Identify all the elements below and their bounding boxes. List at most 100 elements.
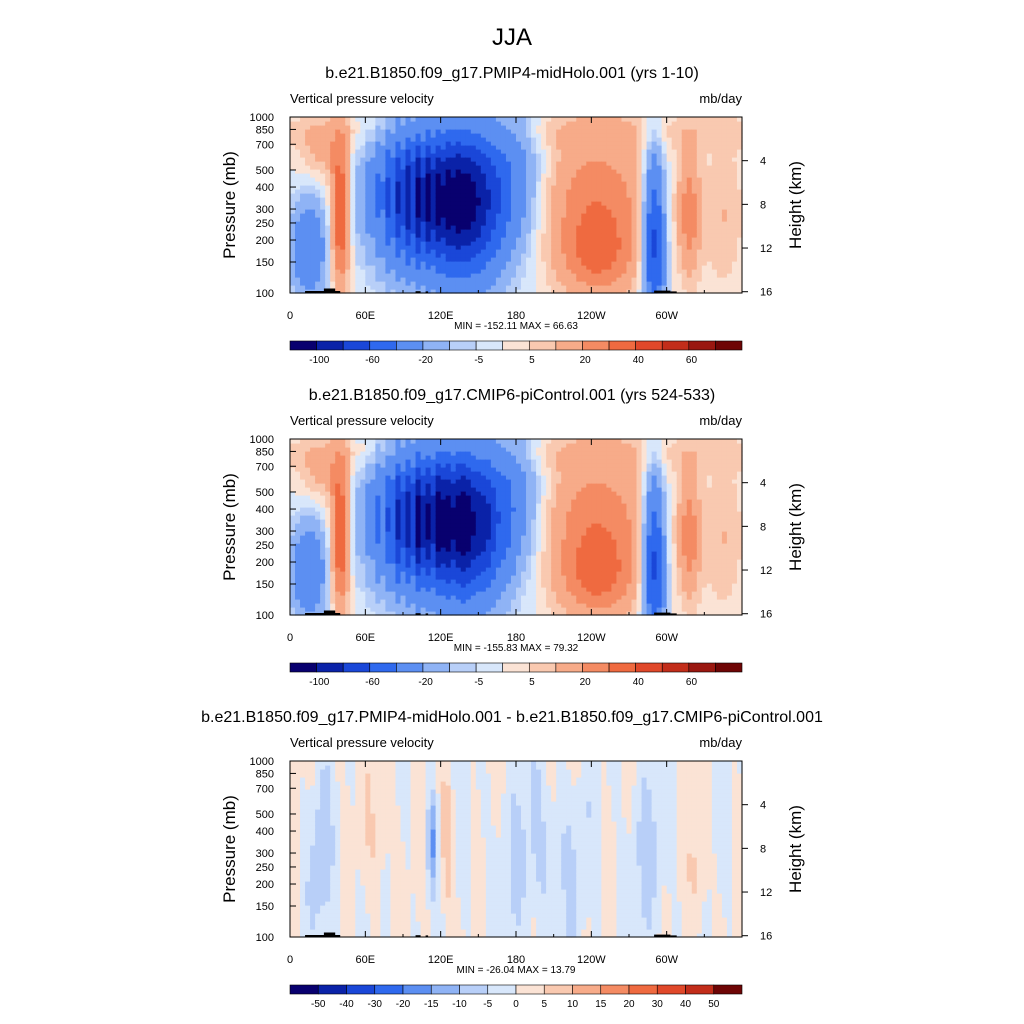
heatmap-cell (320, 467, 326, 472)
heatmap-cell (651, 217, 658, 222)
heatmap-cell (696, 213, 703, 218)
heatmap-cell (325, 285, 331, 290)
heatmap-cell (541, 273, 547, 278)
heatmap-cell (561, 269, 567, 274)
heatmap-cell (295, 479, 301, 484)
heatmap-cell (365, 495, 371, 500)
heatmap-cell (526, 281, 532, 286)
heatmap-cell (345, 245, 351, 250)
heatmap-cell (731, 197, 738, 202)
heatmap-cell (475, 137, 482, 142)
heatmap-cell (305, 229, 311, 234)
heatmap-cell (646, 173, 653, 178)
heatmap-cell (490, 277, 497, 282)
heatmap-cell (576, 273, 582, 278)
heatmap-cell (305, 523, 311, 528)
heatmap-cell (631, 185, 638, 190)
heatmap-cell (325, 463, 331, 468)
heatmap-cell (335, 599, 341, 604)
heatmap-cell (335, 451, 341, 456)
heatmap-cell (445, 121, 452, 126)
heatmap-cell (581, 241, 587, 246)
heatmap-cell (365, 575, 371, 580)
heatmap-cell (621, 153, 628, 158)
heatmap-cell (591, 181, 597, 186)
heatmap-cell (320, 539, 326, 544)
heatmap-cell (701, 213, 708, 218)
heatmap-cell (611, 241, 618, 246)
heatmap-cell (385, 543, 392, 548)
heatmap-cell (561, 157, 567, 162)
heatmap-cell (641, 125, 648, 130)
heatmap-cell (711, 237, 718, 242)
heatmap-cell (445, 249, 452, 254)
heatmap-cell (365, 161, 371, 166)
heatmap-cell (445, 125, 452, 130)
heatmap-cell (295, 551, 301, 556)
heatmap-cell (360, 547, 366, 552)
heatmap-cell (400, 241, 407, 246)
heatmap-cell (430, 265, 437, 270)
heatmap-cell (516, 197, 522, 202)
heatmap-cell (531, 161, 537, 166)
heatmap-cell (490, 225, 497, 230)
heatmap-cell (711, 165, 718, 170)
heatmap-cell (516, 213, 522, 218)
heatmap-cell (365, 559, 371, 564)
heatmap-cell (521, 129, 527, 134)
heatmap-cell (686, 245, 693, 250)
heatmap-cell (385, 173, 392, 178)
heatmap-cell (405, 221, 412, 226)
heatmap-cell (721, 237, 728, 242)
heatmap-cell (445, 133, 452, 138)
heatmap-cell (375, 567, 381, 572)
heatmap-cell (305, 169, 311, 174)
heatmap-cell (475, 265, 482, 270)
heatmap-cell (385, 165, 392, 170)
heatmap-cell (340, 269, 346, 274)
heatmap-cell (395, 281, 402, 286)
heatmap-cell (551, 189, 557, 194)
heatmap-cell (315, 491, 321, 496)
heatmap-cell (340, 245, 346, 250)
heatmap-cell (470, 285, 477, 290)
heatmap-cell (666, 245, 673, 250)
colorbar-label: -5 (474, 355, 483, 366)
heatmap-cell (395, 611, 402, 616)
heatmap-cell (490, 233, 497, 238)
heatmap-cell (290, 269, 296, 274)
heatmap-cell (370, 531, 376, 536)
heatmap-cell (445, 257, 452, 262)
heatmap-cell (696, 221, 703, 226)
heatmap-cell (721, 265, 728, 270)
heatmap-cell (631, 213, 638, 218)
heatmap-cell (395, 225, 402, 230)
heatmap-cell (340, 483, 346, 488)
heatmap-cell (445, 221, 452, 226)
heatmap-cell (566, 117, 572, 122)
colorbar-label: -60 (365, 355, 380, 366)
heatmap-cell (566, 165, 572, 170)
heatmap-cell (521, 161, 527, 166)
heatmap-cell (495, 161, 502, 166)
heatmap-cell (581, 269, 587, 274)
heatmap-cell (726, 137, 733, 142)
heatmap-cell (340, 535, 346, 540)
heatmap-cell (551, 229, 557, 234)
heatmap-cell (360, 595, 366, 600)
heatmap-cell (470, 213, 477, 218)
heatmap-cell (606, 137, 613, 142)
heatmap-cell (646, 261, 653, 266)
heatmap-cell (636, 269, 643, 274)
heatmap-cell (420, 209, 427, 214)
heatmap-cell (510, 145, 517, 150)
heatmap-cell (300, 281, 306, 286)
heatmap-cell (651, 277, 658, 282)
heatmap-cell (435, 233, 442, 238)
heatmap-cell (526, 177, 532, 182)
heatmap-cell (375, 165, 381, 170)
heatmap-cell (435, 217, 442, 222)
heatmap-cell (365, 221, 371, 226)
heatmap-cell (721, 257, 728, 262)
heatmap-cell (375, 149, 381, 154)
